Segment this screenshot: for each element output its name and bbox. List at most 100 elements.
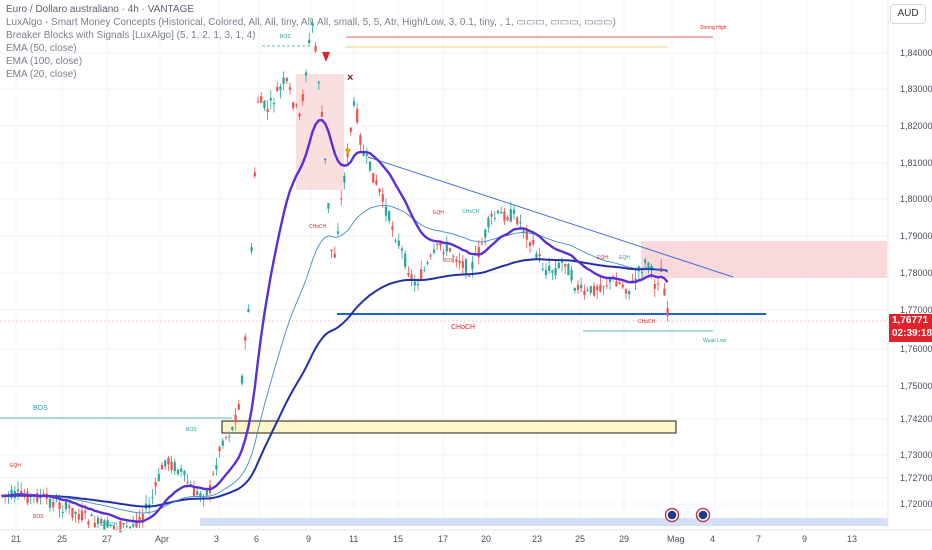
price-tick-label: 1,78000: [900, 268, 932, 278]
candle-body: [525, 230, 528, 240]
indicator-label[interactable]: LuxAlgo - Smart Money Concepts (Historic…: [6, 17, 616, 28]
price-tick-label: 1,80000: [900, 194, 932, 204]
choch-label: CHoCH: [462, 209, 480, 215]
candle-body: [199, 493, 202, 497]
candle-body: [330, 249, 333, 252]
indicator-label[interactable]: EMA (50, close): [6, 43, 77, 54]
event-flag-icon[interactable]: [695, 507, 711, 523]
indicator-label[interactable]: EMA (100, close): [6, 56, 83, 67]
candle-body: [256, 101, 260, 103]
bottom-zone: [200, 518, 888, 526]
candle-body: [455, 259, 458, 262]
candle-body: [58, 502, 61, 510]
candle-body: [96, 517, 100, 524]
ema-50-line: [1, 205, 668, 514]
price-tick-label: 1,82000: [900, 121, 932, 131]
candle-body: [48, 498, 52, 508]
candle-body: [20, 490, 23, 496]
candle-body: [426, 262, 429, 264]
supply-zone-right: [641, 241, 887, 278]
candle-body: [448, 248, 452, 252]
candle-body: [458, 260, 461, 264]
bos-label: BOS: [186, 427, 197, 433]
candle-body: [532, 239, 535, 245]
candle-body: [477, 247, 480, 258]
candle-body: [52, 501, 55, 508]
choch-label: CHoCH: [638, 319, 656, 325]
strong-high-label: Strong High: [700, 25, 727, 31]
candle-body: [567, 263, 570, 276]
candle-body: [496, 210, 500, 214]
eqh-label: EQH: [433, 210, 444, 216]
bar-countdown: 02:39:18: [892, 328, 932, 339]
candle-body: [464, 259, 468, 273]
candle-body: [602, 286, 605, 288]
candle-body: [592, 285, 596, 296]
candle-body: [304, 72, 308, 76]
candle-body: [68, 505, 71, 509]
candle-body: [205, 489, 208, 496]
candle-body: [55, 500, 58, 502]
eqh-label: EQH: [10, 463, 21, 469]
candle-body: [538, 254, 541, 257]
candle-body: [221, 440, 224, 446]
chart-legend: Euro / Dollaro australiano · 4h · VANTAG…: [6, 3, 616, 81]
candle-body: [663, 288, 666, 296]
time-tick-label: 21: [11, 534, 21, 544]
bos-label: BOS: [33, 514, 44, 520]
candle-body: [583, 290, 586, 296]
time-axis[interactable]: 21 25 27 Apr 3 6 9 11 15 17 20 23 25 29 Mag 4 7 9 13: [11, 534, 857, 544]
price-tick-label: 1,83000: [900, 84, 932, 94]
candle-body: [173, 462, 176, 472]
time-tick-label: 25: [57, 534, 67, 544]
candle-body: [109, 524, 112, 526]
candle-body: [628, 290, 631, 295]
candle-body: [125, 525, 128, 527]
choch-label: CHoCH: [100, 522, 118, 528]
candle-body: [308, 39, 311, 43]
currency-button[interactable]: AUD: [890, 4, 926, 24]
candle-body: [282, 77, 285, 84]
candle-body: [576, 285, 580, 290]
indicator-label[interactable]: Breaker Blocks with Signals [LuxAlgo] (5…: [6, 30, 256, 41]
event-flag-icon[interactable]: [664, 507, 680, 523]
candle-body: [493, 217, 496, 219]
candle-body: [324, 158, 327, 161]
candle-body: [634, 278, 637, 283]
eqh-label: EQH: [619, 255, 630, 261]
candle-body: [135, 520, 138, 528]
candle-body: [544, 270, 548, 275]
candle-body: [413, 281, 416, 286]
candle-body: [618, 281, 621, 284]
candle-body: [653, 283, 656, 289]
indicator-label[interactable]: EMA (20, close): [6, 69, 77, 80]
candle-body: [452, 255, 455, 257]
time-tick-label: 25: [575, 534, 585, 544]
candle-body: [74, 511, 77, 515]
price-tick-label: 1,76000: [900, 344, 932, 354]
candle-body: [103, 520, 106, 530]
candle-body: [128, 526, 132, 529]
candle-body: [141, 513, 144, 521]
candle-body: [368, 161, 372, 171]
candle-body: [375, 179, 378, 185]
time-tick-label: 15: [393, 534, 403, 544]
candle-body: [164, 460, 167, 467]
candle-body: [541, 268, 544, 270]
candle-body: [420, 269, 423, 280]
price-tick-label: 1,77000: [900, 305, 932, 315]
candle-body: [272, 102, 276, 105]
candle-body: [666, 307, 669, 316]
candle-body: [516, 217, 519, 225]
candle-body: [196, 491, 199, 495]
candle-body: [180, 468, 183, 472]
small-triangle-icon: [345, 149, 351, 155]
candle-body: [39, 495, 42, 499]
candle-body: [212, 473, 215, 475]
candle-body: [564, 263, 567, 267]
price-axis[interactable]: 1,84000 1,83000 1,82000 1,81000 1,80000 1,790…: [900, 48, 932, 509]
candle-body: [64, 501, 68, 510]
candle-body: [640, 272, 644, 274]
ema-100-line: [1, 258, 668, 508]
